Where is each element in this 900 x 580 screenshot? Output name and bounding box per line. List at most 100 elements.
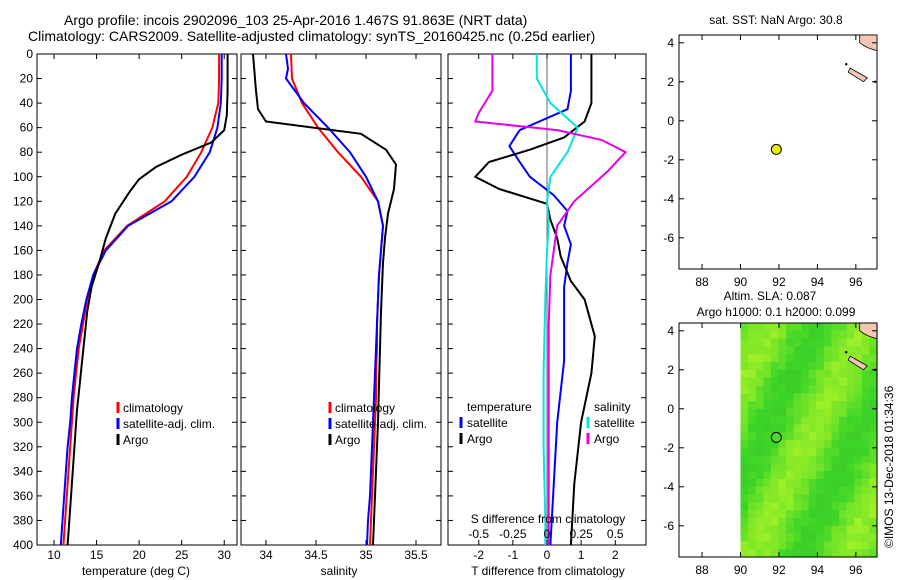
lat-tick-label: 4 (667, 324, 674, 338)
x-tick-label: 0 (544, 548, 551, 562)
salinity-series (252, 53, 398, 546)
sla-cell (839, 486, 848, 496)
sla-cell (846, 362, 855, 371)
sla-cell (793, 479, 802, 488)
lat-tick-label: -4 (663, 192, 674, 206)
sla-cell (801, 369, 810, 379)
sla-cell (854, 416, 863, 425)
sla-cell (839, 455, 848, 464)
sla-cell (778, 525, 787, 535)
sla-cell (846, 525, 855, 535)
sla-cell (770, 354, 779, 363)
sla-cell (869, 346, 878, 355)
sla-cell (793, 362, 802, 371)
sla-cell (770, 393, 779, 402)
sla-cell (816, 479, 825, 488)
sla-cell (801, 510, 810, 519)
sla-cell (808, 323, 817, 332)
sla-cell (808, 525, 817, 535)
sla-cell (831, 385, 840, 394)
legend-label: climatology (123, 401, 183, 415)
sla-cell (846, 463, 855, 472)
depth-tick-label: 280 (13, 391, 33, 405)
sla-cell (786, 408, 795, 418)
sla-cell (740, 338, 749, 347)
sla-cell (748, 424, 757, 433)
sla-cell (816, 455, 825, 464)
sla-cell (755, 518, 764, 527)
sla-cell (816, 525, 825, 535)
difference-series (473, 54, 628, 546)
sla-cell (831, 533, 840, 542)
sla-cell (816, 354, 825, 363)
legend-label: Argo (123, 433, 149, 447)
lon-tick-label: 92 (772, 275, 786, 289)
sla-cell (778, 479, 787, 488)
land-mass (845, 34, 878, 84)
sla-cell (793, 385, 802, 394)
sla-cell (755, 471, 764, 480)
sla-cell (770, 385, 779, 394)
sla-cell (823, 525, 833, 535)
difference-x-axis: -2 -1 0 1 2 (448, 53, 646, 562)
sla-cell (869, 463, 878, 472)
series-salinity-argo (473, 54, 628, 545)
sla-cell (793, 424, 802, 433)
sla-cell (831, 323, 840, 332)
sla-cell (816, 510, 825, 519)
sla-cell (778, 533, 787, 542)
depth-tick-label: 120 (13, 194, 33, 208)
sla-cell (823, 471, 833, 480)
lat-tick-label: 0 (667, 402, 674, 416)
sla-cell (861, 510, 870, 519)
sla-cell (854, 440, 863, 449)
sla-cell (823, 408, 833, 418)
depth-tick-label: 320 (13, 440, 33, 454)
sla-cell (831, 525, 840, 535)
sla-cell (763, 440, 772, 449)
s-tick-label: -0.5 (468, 527, 489, 541)
sla-cell (778, 354, 787, 363)
sla-cell (861, 440, 870, 449)
sla-cell (748, 486, 757, 496)
sla-cell (846, 323, 855, 332)
sla-cell (740, 346, 749, 355)
legend-label: Argo (335, 433, 361, 447)
sla-cell (786, 494, 795, 503)
sla-cell (861, 463, 870, 472)
sla-cell (816, 518, 825, 527)
x-tick-label: 30 (218, 548, 232, 562)
sla-cell (854, 533, 863, 542)
sla-cell (763, 471, 772, 480)
sla-cell (823, 362, 833, 371)
sla-cell (778, 494, 787, 503)
sla-cell (770, 408, 779, 418)
sla-cell (846, 541, 855, 550)
lon-tick-label: 94 (811, 563, 825, 577)
sla-cell (793, 369, 802, 379)
sla-cell (740, 354, 749, 363)
sla-cell (786, 330, 795, 340)
sla-cell (854, 393, 863, 402)
sla-cell (786, 377, 795, 386)
sla-cell (816, 447, 825, 457)
sla-cell (740, 440, 749, 449)
salinity-legend: climatology satellite-adj. clim. Argo (328, 401, 427, 447)
sla-cell (793, 416, 802, 425)
sla-cell (808, 518, 817, 527)
sla-cell (823, 385, 833, 394)
sla-cell (770, 525, 779, 535)
sla-cell (755, 432, 764, 441)
sla-cell (808, 549, 817, 558)
salinity-x-axis: 34 34.5 35 35.5 (241, 53, 441, 562)
sla-cell (748, 416, 757, 425)
sla-cell (755, 549, 764, 558)
sla-cell (786, 502, 795, 511)
sla-cell (808, 369, 817, 379)
sla-cell (793, 338, 802, 347)
sla-cell (808, 338, 817, 347)
sla-cell (755, 369, 764, 379)
depth-tick-label: 200 (13, 293, 33, 307)
sla-cell (823, 510, 833, 519)
sla-cell (801, 479, 810, 488)
